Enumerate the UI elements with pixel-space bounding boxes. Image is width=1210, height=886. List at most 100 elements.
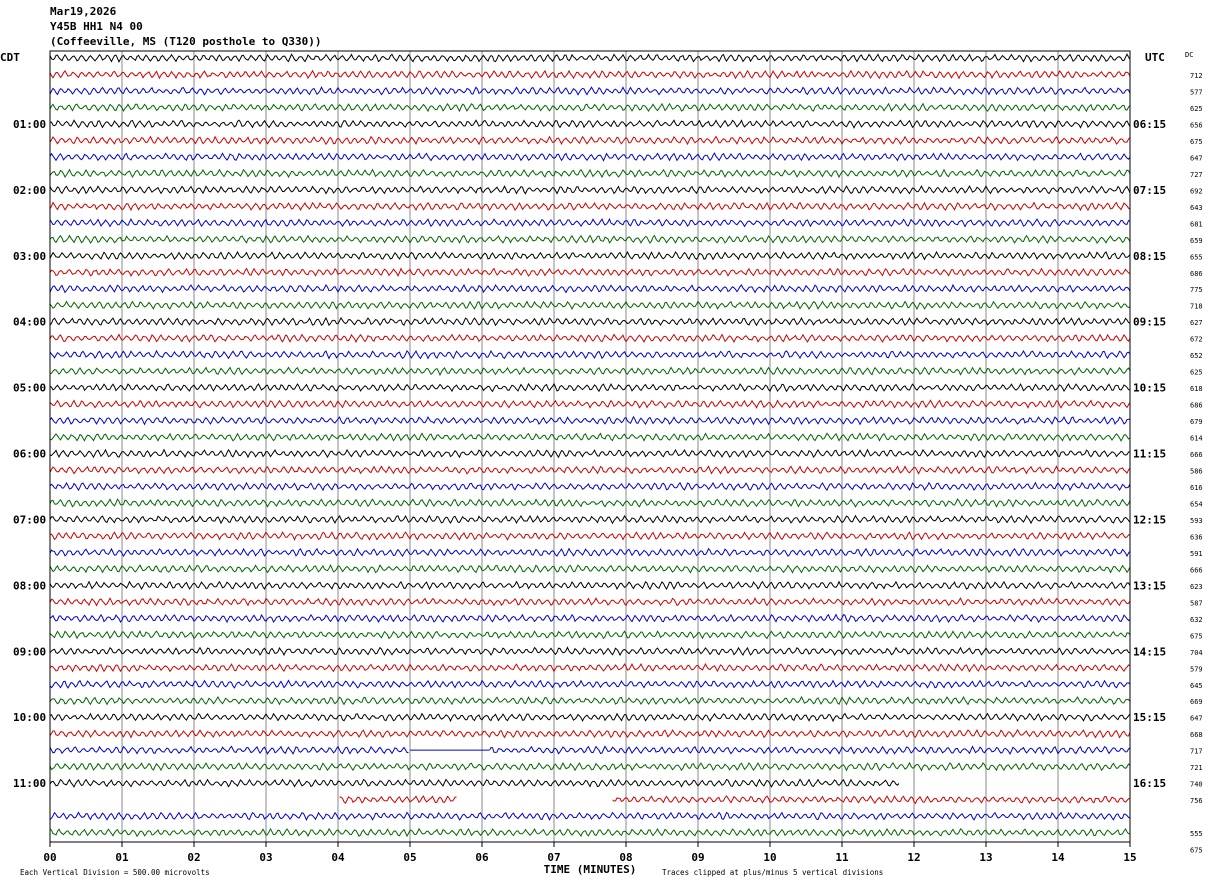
dc-value: 636: [1190, 533, 1203, 541]
trace-17: [49, 333, 1131, 344]
trace-14: [49, 283, 1131, 294]
dc-value: 666: [1190, 451, 1203, 459]
left-hour-label: 06:00: [13, 448, 46, 461]
dc-value: 625: [1190, 369, 1203, 377]
trace-8: [49, 185, 1131, 195]
location-label: (Coffeeville, MS (T120 posthole to Q330)…: [50, 35, 322, 48]
right-hour-label: 10:15: [1133, 382, 1166, 395]
left-hour-label: 10:00: [13, 711, 46, 724]
x-tick-label: 00: [43, 851, 56, 864]
trace-31: [49, 564, 1131, 574]
footer-scale-note: Each Vertical Division = 500.00 microvol…: [20, 868, 210, 877]
x-tick-label: 01: [115, 851, 129, 864]
right-hour-label: 16:15: [1133, 777, 1166, 790]
right-hour-label: 13:15: [1133, 579, 1166, 592]
x-tick-label: 14: [1051, 851, 1065, 864]
dc-value: 654: [1190, 500, 1203, 508]
dc-value: 647: [1190, 715, 1203, 723]
dc-value: 675: [1190, 847, 1203, 855]
left-hour-label: 01:00: [13, 118, 46, 131]
dc-value: 656: [1190, 121, 1203, 129]
trace-24: [49, 448, 1131, 459]
trace-10: [49, 217, 1131, 228]
dc-value: 555: [1190, 830, 1203, 838]
left-hour-label: 07:00: [13, 513, 46, 526]
dc-column-label: DC: [1185, 51, 1193, 59]
trace-7: [49, 168, 1131, 179]
dc-value: 666: [1190, 566, 1203, 574]
right-hour-label: 15:15: [1133, 711, 1166, 724]
dc-value: 586: [1190, 468, 1203, 476]
trace-20: [49, 382, 1131, 393]
trace-0: [49, 53, 1131, 63]
dc-values: 712 577 625 656 675 647 727 692 643 681 659 655 686 7…: [1190, 72, 1203, 855]
x-tick-label: 04: [331, 851, 345, 864]
trace-43: [49, 761, 1131, 772]
right-hour-label: 12:15: [1133, 513, 1166, 526]
right-hour-label: 09:15: [1133, 316, 1166, 329]
trace-40: [49, 712, 1131, 723]
trace-16: [49, 316, 1131, 327]
right-timezone-label: UTC: [1145, 51, 1165, 64]
dc-value: 577: [1190, 88, 1203, 96]
trace-46: [49, 811, 1131, 821]
trace-22: [49, 415, 1131, 426]
x-tick-label: 15: [1123, 851, 1136, 864]
right-hour-label: 11:15: [1133, 448, 1166, 461]
footer-clip-note: Traces clipped at plus/minus 5 vertical …: [662, 868, 883, 877]
seismic-traces: [49, 53, 1131, 838]
trace-34: [49, 613, 1131, 624]
x-tick-label: 08: [619, 851, 632, 864]
trace-36: [49, 646, 1131, 657]
dc-value: 712: [1190, 72, 1203, 80]
trace-44: [49, 778, 900, 788]
x-tick-label: 13: [979, 851, 992, 864]
trace-21: [49, 399, 1131, 409]
dc-value: 618: [1190, 385, 1203, 393]
x-tick-label: 10: [763, 851, 776, 864]
trace-32: [49, 580, 1131, 591]
trace-15: [49, 300, 1131, 311]
dc-value: 675: [1190, 138, 1203, 146]
trace-6: [49, 152, 1131, 162]
dc-value: 704: [1190, 649, 1203, 657]
trace-47: [49, 827, 1131, 838]
trace-29: [49, 531, 1131, 541]
dc-value: 756: [1190, 797, 1203, 805]
left-hour-label: 03:00: [13, 250, 46, 263]
left-hour-label: 05:00: [13, 382, 46, 395]
dc-value: 627: [1190, 319, 1203, 327]
dc-value: 692: [1190, 187, 1203, 195]
trace-11: [49, 234, 1131, 244]
trace-25: [49, 465, 1131, 475]
trace-39: [49, 695, 1131, 706]
dc-value: 655: [1190, 253, 1203, 261]
dc-value: 647: [1190, 154, 1203, 162]
trace-5: [49, 135, 1131, 146]
dc-value: 623: [1190, 583, 1203, 591]
x-tick-label: 11: [835, 851, 849, 864]
plot-frame: [49, 50, 1131, 843]
dc-value: 587: [1190, 599, 1203, 607]
dc-value: 679: [1190, 418, 1203, 426]
right-hour-label: 06:15: [1133, 118, 1166, 131]
right-hour-label: 07:15: [1133, 184, 1166, 197]
station-label: Y45B HH1 N4 00: [50, 20, 143, 33]
plot-header: Mar19,2026 Y45B HH1 N4 00 (Coffeeville, …: [50, 4, 322, 49]
x-tick-label: 03: [259, 851, 272, 864]
dc-value: 721: [1190, 764, 1203, 772]
x-axis-ticks: 00 01 02 03 04 05 06 07 08 09 10 11 12 13 14 15: [43, 842, 1137, 864]
trace-18: [49, 349, 1131, 360]
dc-value: 652: [1190, 352, 1203, 360]
trace-28: [49, 514, 1131, 525]
trace-3: [49, 102, 1131, 113]
dc-value: 616: [1190, 484, 1203, 492]
right-hour-label: 08:15: [1133, 250, 1166, 263]
dc-value: 579: [1190, 665, 1203, 673]
trace-35: [49, 630, 1131, 640]
trace-38: [49, 679, 1131, 689]
dc-value: 740: [1190, 781, 1203, 789]
left-timezone-label: CDT: [0, 51, 20, 64]
left-hour-label: 08:00: [13, 579, 46, 592]
